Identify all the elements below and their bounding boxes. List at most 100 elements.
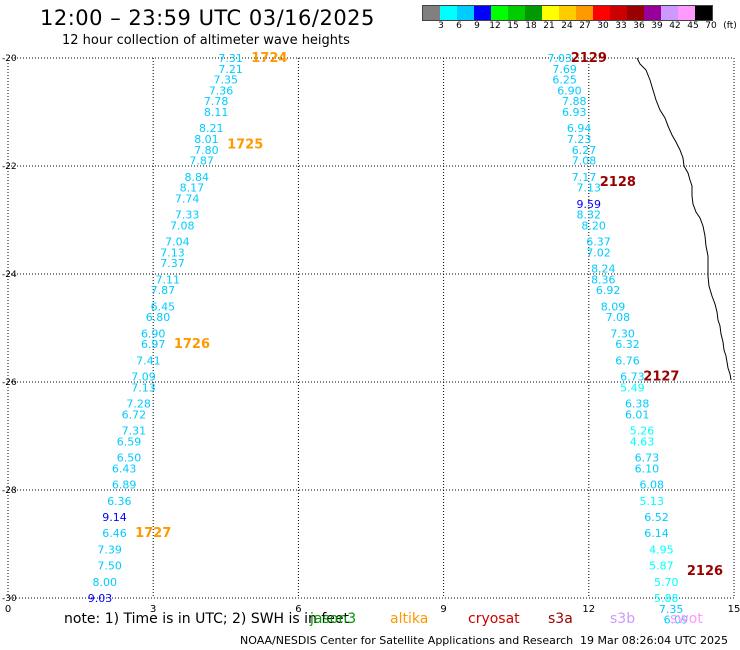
wave-height-value: 9.59 xyxy=(577,198,602,211)
x-tick-label: 15 xyxy=(728,604,740,615)
wave-height-value: 7.74 xyxy=(175,192,200,205)
satellite-altika: altika xyxy=(390,611,429,627)
wave-height-value: 7.88 xyxy=(562,95,587,108)
colorbar-swatch xyxy=(627,6,644,20)
wave-height-colorbar xyxy=(422,5,713,21)
wave-height-value: 7.04 xyxy=(165,236,190,249)
wave-height-value: 7.21 xyxy=(218,63,243,76)
wave-height-value: 6.90 xyxy=(141,327,166,340)
pass-time-label: 1726 xyxy=(174,337,210,352)
colorbar-label: 36 xyxy=(633,21,645,31)
pass-time-label: 1727 xyxy=(135,526,171,541)
wave-height-value: 6.08 xyxy=(639,479,664,492)
wave-height-value: 7.11 xyxy=(155,273,180,286)
wave-height-value: 7.13 xyxy=(160,246,185,259)
lat-lon-grid xyxy=(7,57,735,599)
wave-height-value: 6.37 xyxy=(586,236,611,249)
wave-height-value: 7.28 xyxy=(126,398,151,411)
wave-height-value: 7.08 xyxy=(606,311,631,324)
wave-height-value: 7.39 xyxy=(97,543,122,556)
wave-height-value: 7.78 xyxy=(204,95,229,108)
wave-height-value: 7.08 xyxy=(572,155,597,168)
colorbar-swatch xyxy=(491,6,508,20)
wave-height-value: 7.87 xyxy=(151,284,176,297)
wave-height-value: 5.49 xyxy=(620,381,645,394)
colorbar-swatch xyxy=(593,6,610,20)
wave-height-value: 4.63 xyxy=(630,435,655,448)
wave-height-value: 8.21 xyxy=(199,122,224,135)
wave-height-value: 7.03 xyxy=(548,52,573,65)
colorbar-label: 15 xyxy=(507,21,519,31)
wave-height-value: 7.08 xyxy=(170,219,195,232)
colorbar-swatch xyxy=(525,6,542,20)
wave-height-value: 7.17 xyxy=(572,171,597,184)
created-timestamp: 19 Mar 08:26:04 UTC 2025 xyxy=(580,634,728,647)
wave-height-value: 7.33 xyxy=(175,209,200,222)
wave-height-value: 7.69 xyxy=(552,63,577,76)
wave-height-value: 7.50 xyxy=(97,560,122,573)
y-tick-label: -26 xyxy=(2,378,17,388)
colorbar-swatch xyxy=(508,6,525,20)
wave-height-value: 6.90 xyxy=(557,84,582,97)
colorbar-swatch xyxy=(457,6,474,20)
wave-height-value: 7.35 xyxy=(214,74,239,87)
y-tick-label: -28 xyxy=(2,486,17,496)
pass-time-label: 2129 xyxy=(571,51,607,66)
wave-height-value: 7.37 xyxy=(160,257,185,270)
x-tick-label: 6 xyxy=(295,604,301,615)
pass-time-label: 1724 xyxy=(251,51,287,66)
map-title: 12:00 – 23:59 UTC 03/16/2025 xyxy=(40,6,375,30)
colorbar-swatch xyxy=(423,6,440,20)
wave-height-value: 7.35 xyxy=(659,603,684,616)
colorbar-swatch xyxy=(474,6,491,20)
pass-time-label: 2126 xyxy=(687,564,723,579)
wave-height-value: 8.11 xyxy=(204,106,229,119)
map-subtitle: 12 hour collection of altimeter wave hei… xyxy=(62,33,350,48)
wave-height-value: 6.32 xyxy=(615,338,640,351)
map-frame xyxy=(7,57,735,599)
wave-height-value: 7.31 xyxy=(218,52,243,65)
wave-height-value: 8.32 xyxy=(577,209,602,222)
colorbar-label: 3 xyxy=(438,21,444,31)
colorbar-swatch xyxy=(576,6,593,20)
wave-height-value: 8.00 xyxy=(93,576,118,589)
wave-height-value: 7.30 xyxy=(610,327,635,340)
coastline-path xyxy=(636,57,732,381)
wave-height-value: 6.92 xyxy=(596,284,621,297)
y-tick-label: -22 xyxy=(2,162,17,172)
wave-height-value: 8.24 xyxy=(591,263,616,276)
colorbar-label: 6 xyxy=(456,21,462,31)
wave-height-value: 7.87 xyxy=(189,155,214,168)
wave-height-value: 6.94 xyxy=(567,122,592,135)
coastline xyxy=(636,57,732,381)
pass-time-label: 2127 xyxy=(643,370,679,385)
x-tick-label: 3 xyxy=(150,604,156,615)
x-tick-label: 9 xyxy=(440,604,446,615)
wave-height-value: 6.27 xyxy=(572,144,597,157)
colorbar-label: 12 xyxy=(489,21,501,31)
wave-height-value: 9.03 xyxy=(88,592,113,605)
colorbar-unit: (ft) xyxy=(723,21,737,31)
satellite-jason3: jason3 xyxy=(310,611,357,627)
wave-height-value: 6.50 xyxy=(117,452,142,465)
wave-height-value: 7.31 xyxy=(122,425,147,438)
wave-height-value: 8.20 xyxy=(581,219,606,232)
wave-height-value: 6.73 xyxy=(620,371,645,384)
colorbar-label: 45 xyxy=(687,21,699,31)
wave-height-value: 8.17 xyxy=(180,182,205,195)
colorbar-label: 70 xyxy=(705,21,717,31)
wave-height-value: 6.59 xyxy=(117,435,142,448)
colorbar-swatch xyxy=(644,6,661,20)
wave-height-value: 6.73 xyxy=(635,452,660,465)
wave-height-value: 6.25 xyxy=(552,74,577,87)
wave-height-value: 5.13 xyxy=(639,495,664,508)
wave-height-value: 6.01 xyxy=(625,408,650,421)
axis-ticks: 0 3 6 9 12 15 -20 -22 -24 -26 -28 -30 xyxy=(2,54,740,615)
wave-height-value: 7.09 xyxy=(131,371,156,384)
colorbar-label: 39 xyxy=(651,21,663,31)
wave-height-value: 7.36 xyxy=(209,84,234,97)
wave-height-value: 6.10 xyxy=(635,462,660,475)
pass-time-labels: 1724 1725 1726 1727 2129 2128 2127 2126 xyxy=(135,51,723,579)
colorbar-label: 27 xyxy=(579,21,591,31)
